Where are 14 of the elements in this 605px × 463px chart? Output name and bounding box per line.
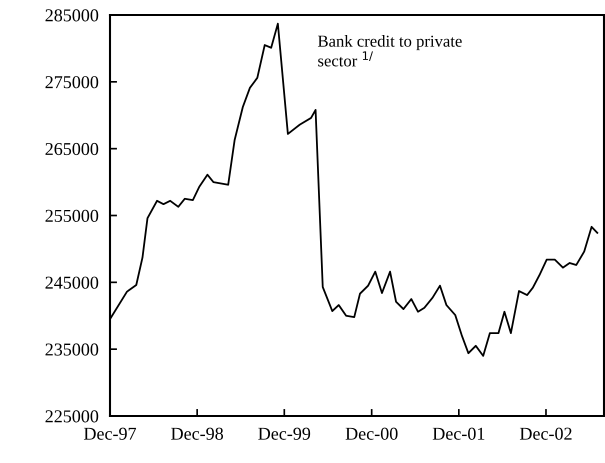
x-tick-label: Dec-01 — [432, 428, 484, 440]
y-tick-label: 285000 — [46, 9, 98, 22]
x-tick-label: Dec-02 — [520, 428, 572, 440]
y-tick-label: 245000 — [46, 276, 98, 289]
annotation: Bank credit to private sector $^{1/}$ — [318, 35, 462, 66]
y-tick-label: 265000 — [46, 142, 98, 156]
x-tick-label: Dec-99 — [258, 428, 310, 440]
y-tick-label: 225000 — [46, 410, 98, 422]
x-tick-label: Dec-00 — [346, 428, 398, 440]
x-tick-label: Dec-97 — [84, 428, 136, 440]
x-tick-label: Dec-98 — [171, 428, 224, 440]
y-tick-label: 235000 — [46, 343, 98, 356]
y-tick-label: 255000 — [46, 210, 98, 222]
y-tick-label: 275000 — [46, 76, 98, 88]
